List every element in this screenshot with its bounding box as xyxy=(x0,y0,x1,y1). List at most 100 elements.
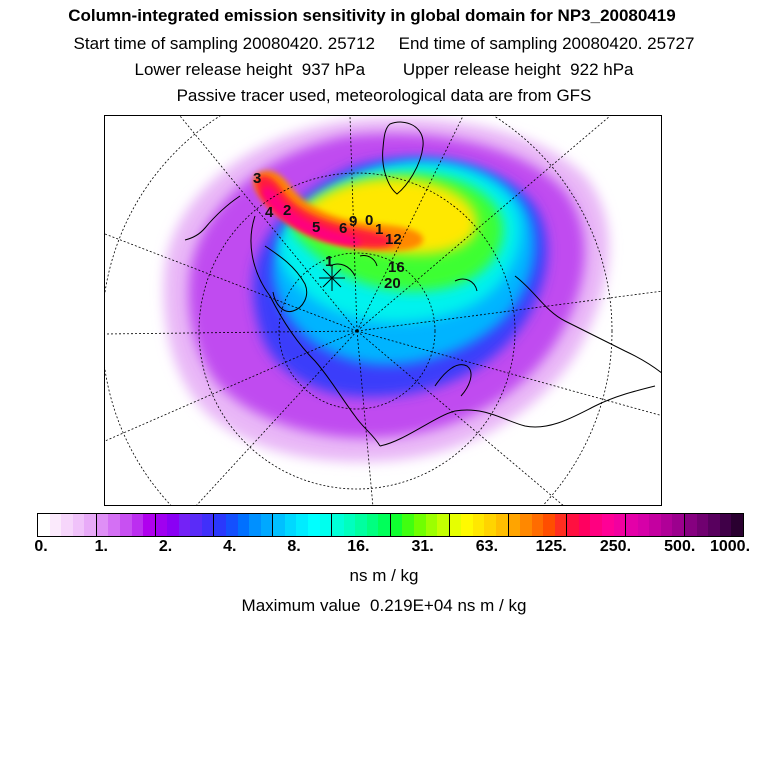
graticule xyxy=(105,116,661,505)
colorbar-segment xyxy=(131,514,144,536)
colorbar-segment xyxy=(201,514,214,536)
track-label: 5 xyxy=(312,219,320,236)
colorbar-segment xyxy=(437,514,449,536)
meridian-line xyxy=(105,330,358,442)
colorbar-segment xyxy=(178,514,191,536)
colorbar-segment xyxy=(708,514,720,536)
colorbar-segment xyxy=(507,514,521,536)
track-label: 6 xyxy=(339,220,347,237)
colorbar-tick-label: 1. xyxy=(94,538,108,555)
colorbar-tick-label: 125. xyxy=(535,538,567,555)
colorbar-tick-label: 2. xyxy=(158,538,173,555)
colorbar-segment xyxy=(731,514,743,536)
colorbar-segment xyxy=(61,514,73,536)
coastline-hudson xyxy=(264,245,308,313)
colorbar-tick-label: 31. xyxy=(411,538,434,555)
colorbar-segment xyxy=(331,514,344,536)
coastline-siberia xyxy=(514,275,661,374)
colorbar-segment xyxy=(672,514,684,536)
colorbar-segment xyxy=(472,514,485,536)
sensitivity-map: 3 4 2 5 6 9 0 1 12 16 20 1 xyxy=(105,116,661,505)
colorbar-segment xyxy=(402,514,414,536)
colorbar-unit-label: ns m / kg xyxy=(349,566,419,585)
colorbar-segment xyxy=(578,514,591,536)
coastline-north-america xyxy=(250,215,381,447)
colorbar-segment xyxy=(566,514,579,536)
field-layer-red xyxy=(256,175,394,248)
colorbar-segment xyxy=(660,514,673,536)
colorbar xyxy=(37,513,744,537)
colorbar-segment xyxy=(72,514,85,536)
track-label: 16 xyxy=(388,259,405,276)
colorbar-segment xyxy=(543,514,555,536)
colorbar-segment xyxy=(520,514,532,536)
colorbar-segment xyxy=(190,514,202,536)
track-label: 1 xyxy=(375,221,383,238)
colorbar-segment xyxy=(637,514,650,536)
colorbar-segment xyxy=(355,514,367,536)
track-label: 20 xyxy=(384,275,401,292)
coastline-eurasia xyxy=(379,385,656,447)
maximum-value-label: Maximum value 0.219E+04 ns m / kg xyxy=(241,596,527,615)
track-label: 12 xyxy=(385,231,402,248)
track-label: 3 xyxy=(253,170,261,187)
field-layer-orange xyxy=(253,170,424,252)
colorbar-segment xyxy=(296,514,308,536)
release-marker-label: 1 xyxy=(325,253,333,270)
colorbar-segment xyxy=(554,514,567,536)
colorbar-segment xyxy=(649,514,661,536)
coastline-alaska xyxy=(184,195,241,241)
colorbar-segment xyxy=(38,514,50,536)
colorbar-segment xyxy=(154,514,168,536)
colorbar-segment xyxy=(366,514,379,536)
colorbar-segment xyxy=(484,514,496,536)
track-label: 0 xyxy=(365,212,373,229)
colorbar-segment xyxy=(602,514,614,536)
latitude-circle-outer xyxy=(105,116,613,505)
colorbar-segment xyxy=(414,514,426,536)
colorbar-tick-label: 16. xyxy=(347,538,370,555)
latitude-circle-inner xyxy=(278,252,436,410)
colorbar-segment xyxy=(284,514,297,536)
colorbar-segment xyxy=(143,514,155,536)
colorbar-segment xyxy=(95,514,109,536)
colorbar-segment xyxy=(84,514,96,536)
field-layer-magenta xyxy=(261,186,362,246)
colorbar-segment xyxy=(389,514,403,536)
sensitivity-field xyxy=(163,118,609,462)
colorbar-segment xyxy=(683,514,697,536)
colorbar-segment xyxy=(625,514,638,536)
colorbar-segment xyxy=(613,514,626,536)
coastline-arctic-islands xyxy=(329,255,478,292)
release-height-line: Lower release height 937 hPa Upper relea… xyxy=(134,60,634,79)
colorbar-tick-label: 63. xyxy=(475,538,499,555)
colorbar-segment xyxy=(461,514,473,536)
meridian-line xyxy=(356,330,374,505)
latitude-circle-middle xyxy=(198,172,516,490)
meridian-line xyxy=(356,330,564,505)
colorbar-segment xyxy=(49,514,62,536)
colorbar-segment xyxy=(531,514,544,536)
track-label: 4 xyxy=(265,204,274,221)
colorbar-tick-label: 8. xyxy=(287,538,301,555)
colorbar-segment xyxy=(167,514,179,536)
release-location-marker xyxy=(319,265,345,291)
colorbar-segment xyxy=(272,514,285,536)
colorbar-tick-label: 1000. xyxy=(709,538,751,555)
tracer-info-line: Passive tracer used, meteorological data… xyxy=(176,86,592,105)
colorbar-segment xyxy=(237,514,250,536)
coastline-scandinavia xyxy=(434,364,472,397)
colorbar-segment xyxy=(119,514,132,536)
colorbar-segment xyxy=(319,514,332,536)
colorbar-segment xyxy=(378,514,390,536)
colorbar-segment xyxy=(226,514,238,536)
colorbar-tick-label: 4. xyxy=(223,538,237,555)
colorbar-segment xyxy=(213,514,226,536)
colorbar-tick-label: 250. xyxy=(599,538,632,555)
coastline-greenland xyxy=(382,121,424,195)
track-label: 9 xyxy=(349,213,357,230)
meridian-line xyxy=(356,290,661,332)
colorbar-segment xyxy=(260,514,273,536)
colorbar-segment xyxy=(448,514,462,536)
colorbar-segment xyxy=(343,514,356,536)
